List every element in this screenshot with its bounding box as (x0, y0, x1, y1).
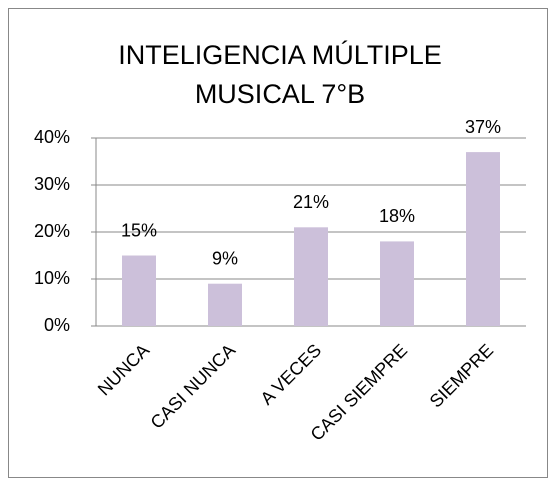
bar (208, 283, 242, 326)
y-tick-label: 20% (34, 221, 70, 241)
chart-frame (8, 8, 548, 478)
bar (380, 241, 414, 326)
y-tick-label: 0% (44, 315, 70, 335)
data-label: 37% (465, 117, 501, 137)
bar (122, 255, 156, 326)
y-tick-label: 40% (34, 127, 70, 147)
bar (466, 152, 500, 326)
data-label: 18% (379, 206, 415, 226)
y-tick-label: 30% (34, 174, 70, 194)
y-tick-label: 10% (34, 268, 70, 288)
chart-title: INTELIGENCIA MÚLTIPLE (118, 39, 442, 70)
data-label: 9% (212, 248, 238, 268)
bar (294, 227, 328, 326)
chart-title: MUSICAL 7°B (195, 79, 365, 109)
data-label: 15% (121, 220, 157, 240)
data-label: 21% (293, 192, 329, 212)
